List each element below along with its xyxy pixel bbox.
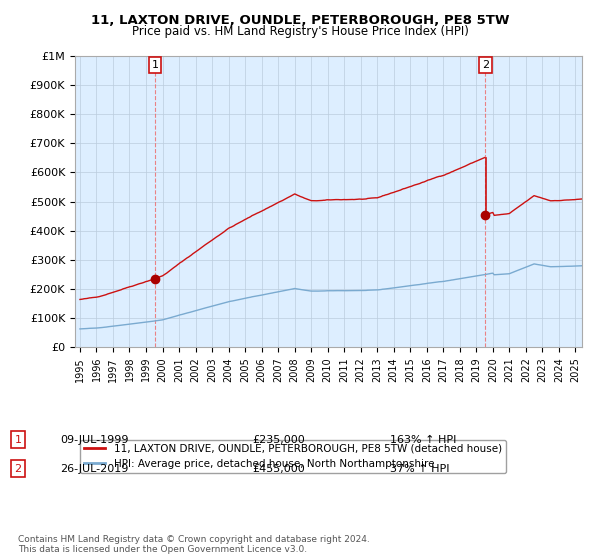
Text: £455,000: £455,000 (252, 464, 305, 474)
Text: 2: 2 (14, 464, 22, 474)
Text: 37% ↑ HPI: 37% ↑ HPI (390, 464, 449, 474)
Text: 26-JUL-2019: 26-JUL-2019 (60, 464, 128, 474)
Text: 163% ↑ HPI: 163% ↑ HPI (390, 435, 457, 445)
Text: 1: 1 (14, 435, 22, 445)
Text: Contains HM Land Registry data © Crown copyright and database right 2024.
This d: Contains HM Land Registry data © Crown c… (18, 535, 370, 554)
Text: 09-JUL-1999: 09-JUL-1999 (60, 435, 128, 445)
Legend: 11, LAXTON DRIVE, OUNDLE, PETERBOROUGH, PE8 5TW (detached house), HPI: Average p: 11, LAXTON DRIVE, OUNDLE, PETERBOROUGH, … (80, 440, 506, 473)
Text: Price paid vs. HM Land Registry's House Price Index (HPI): Price paid vs. HM Land Registry's House … (131, 25, 469, 38)
Text: 1: 1 (151, 60, 158, 70)
Text: 11, LAXTON DRIVE, OUNDLE, PETERBOROUGH, PE8 5TW: 11, LAXTON DRIVE, OUNDLE, PETERBOROUGH, … (91, 14, 509, 27)
Text: 2: 2 (482, 60, 489, 70)
Text: £235,000: £235,000 (252, 435, 305, 445)
